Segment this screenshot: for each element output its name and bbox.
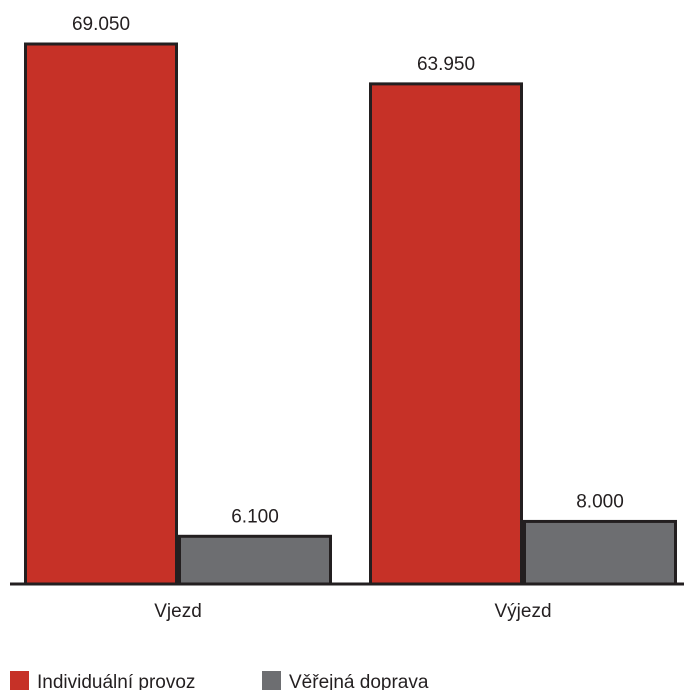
legend: Individuální provoz Věřejná doprava (10, 671, 429, 690)
category-label-0: Vjezd (154, 601, 202, 622)
data-label-0-0: 69.050 (72, 14, 130, 35)
legend-swatch-1 (262, 671, 281, 690)
bar-1-0 (369, 82, 523, 586)
value-labels-group: 69.050 6.100 63.950 8.000 (72, 14, 624, 527)
bar-0-1 (178, 534, 332, 586)
data-label-1-0: 63.950 (417, 54, 475, 75)
data-label-1-1: 8.000 (576, 491, 624, 512)
legend-label-1: Věřejná doprava (289, 672, 429, 690)
bar-1-1 (523, 519, 677, 586)
bar-0-0 (24, 42, 178, 586)
category-labels-group: Vjezd Výjezd (154, 601, 551, 622)
category-label-1: Výjezd (494, 601, 551, 622)
legend-swatch-0 (10, 671, 29, 690)
data-label-0-1: 6.100 (231, 506, 279, 527)
bars-group (24, 42, 677, 586)
legend-label-0: Individuální provoz (37, 672, 195, 690)
